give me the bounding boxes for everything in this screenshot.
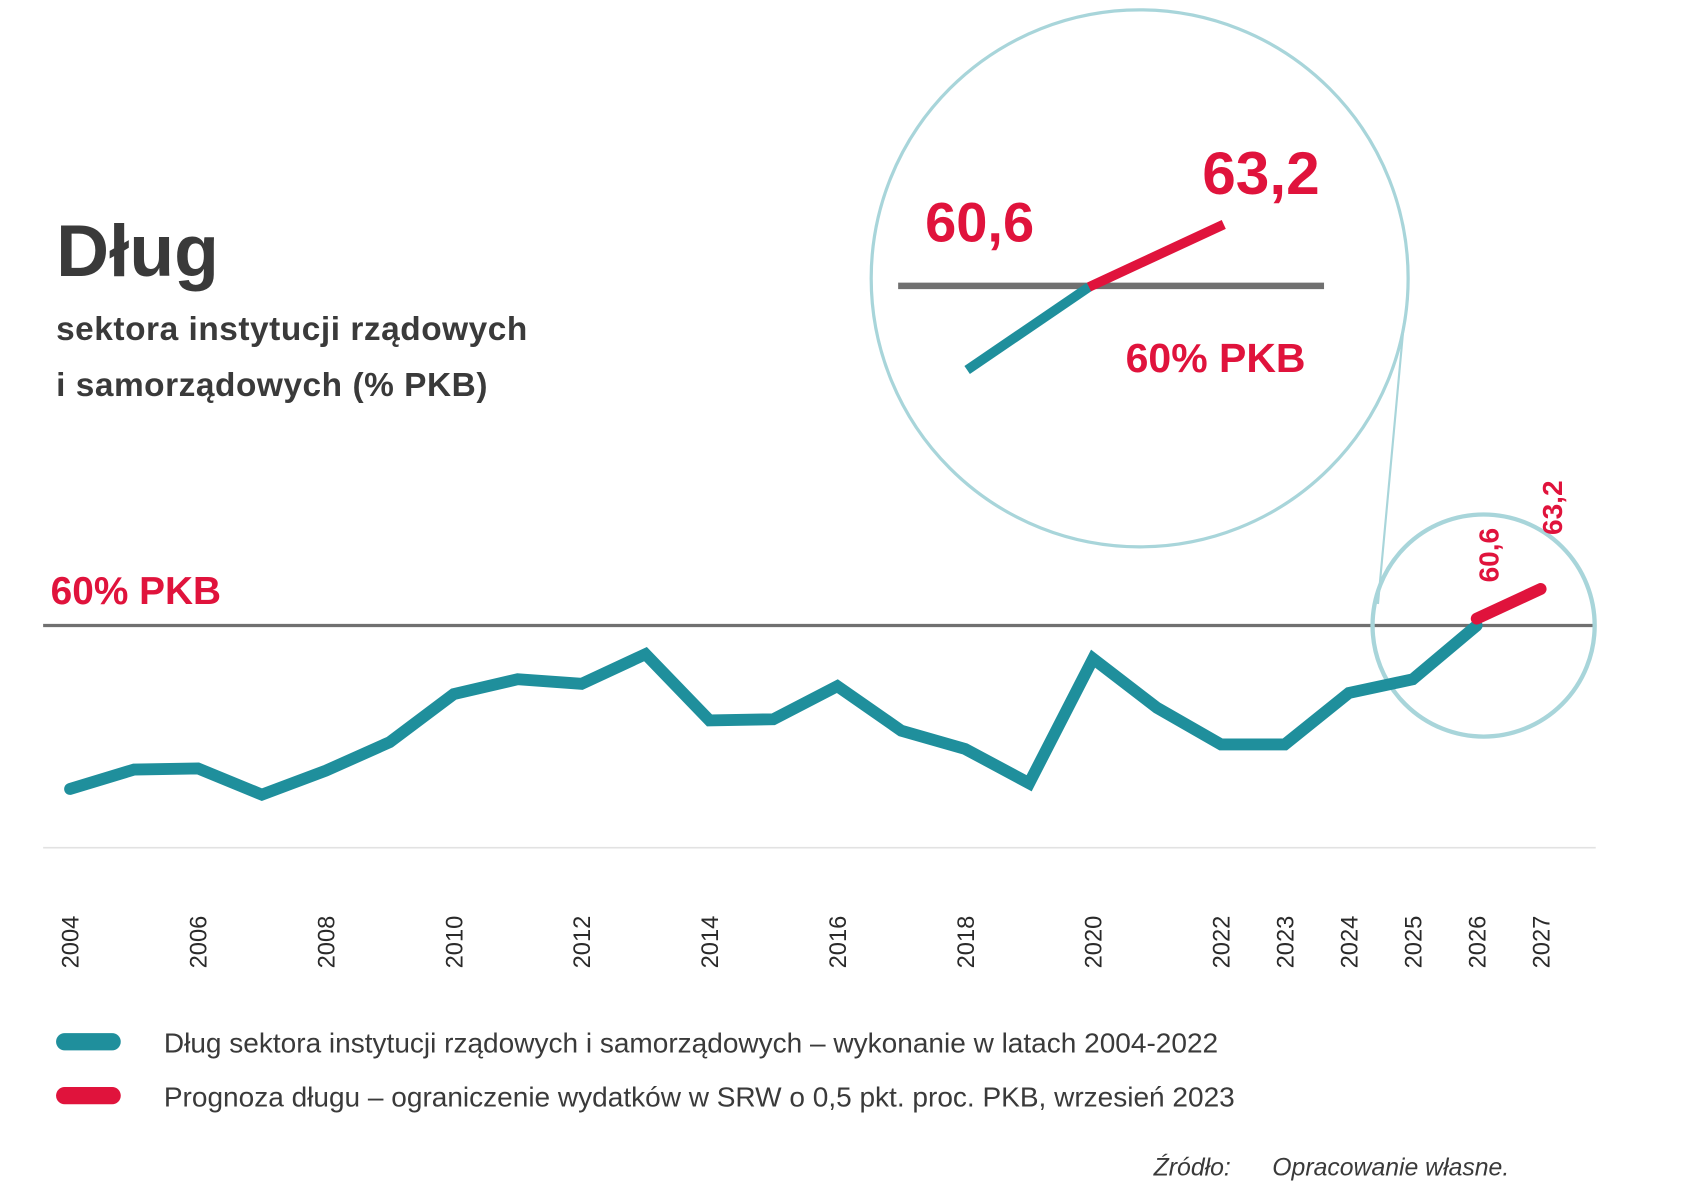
zoom-inset-circle xyxy=(869,8,1410,549)
x-tick-label: 2016 xyxy=(826,916,852,969)
zoom-highlight-circle xyxy=(1370,512,1597,739)
x-tick-label: 2010 xyxy=(442,916,468,969)
x-tick-label: 2027 xyxy=(1529,916,1555,969)
zoom-label-end: 63,2 xyxy=(1202,139,1319,207)
x-tick-label: 2012 xyxy=(570,916,596,969)
x-tick-label: 2024 xyxy=(1337,916,1363,969)
legend-label-actual: Dług sektora instytucji rządowych i samo… xyxy=(164,1028,1218,1059)
zoom-forecast-segment xyxy=(1086,220,1226,292)
chart-subtitle-line2: i samorządowych (% PKB) xyxy=(56,367,488,404)
x-tick-label: 2018 xyxy=(954,916,980,969)
x-tick-label: 2026 xyxy=(1465,916,1491,969)
source-label: Źródło: xyxy=(1153,1154,1231,1181)
data-label-2027: 63,2 xyxy=(1537,480,1568,535)
x-tick-label: 2022 xyxy=(1210,916,1236,969)
zoom-actual-segment xyxy=(964,282,1092,375)
series-line-actual xyxy=(64,619,1483,802)
x-tick-label: 2014 xyxy=(698,916,724,969)
x-tick-label: 2023 xyxy=(1274,916,1300,969)
x-tick-label: 2025 xyxy=(1401,916,1427,969)
zoom-threshold-label: 60% PKB xyxy=(1126,335,1306,381)
zoom-label-start: 60,6 xyxy=(925,191,1034,254)
x-tick-label: 2004 xyxy=(59,916,85,969)
threshold-label: 60% PKB xyxy=(51,570,221,613)
series-line-forecast xyxy=(1470,583,1547,625)
legend-label-forecast: Prognoza długu – ograniczenie wydatków w… xyxy=(164,1081,1235,1112)
x-tick-label: 2020 xyxy=(1082,916,1108,969)
zoom-connector-line xyxy=(1376,323,1405,605)
x-tick-label: 2006 xyxy=(187,916,213,969)
chart-subtitle-line1: sektora instytucji rządowych xyxy=(56,311,528,348)
data-label-2026: 60,6 xyxy=(1473,528,1504,583)
chart-title: Dług xyxy=(56,210,219,292)
x-tick-label: 2008 xyxy=(314,916,340,969)
source-value: Opracowanie własne. xyxy=(1272,1154,1509,1181)
